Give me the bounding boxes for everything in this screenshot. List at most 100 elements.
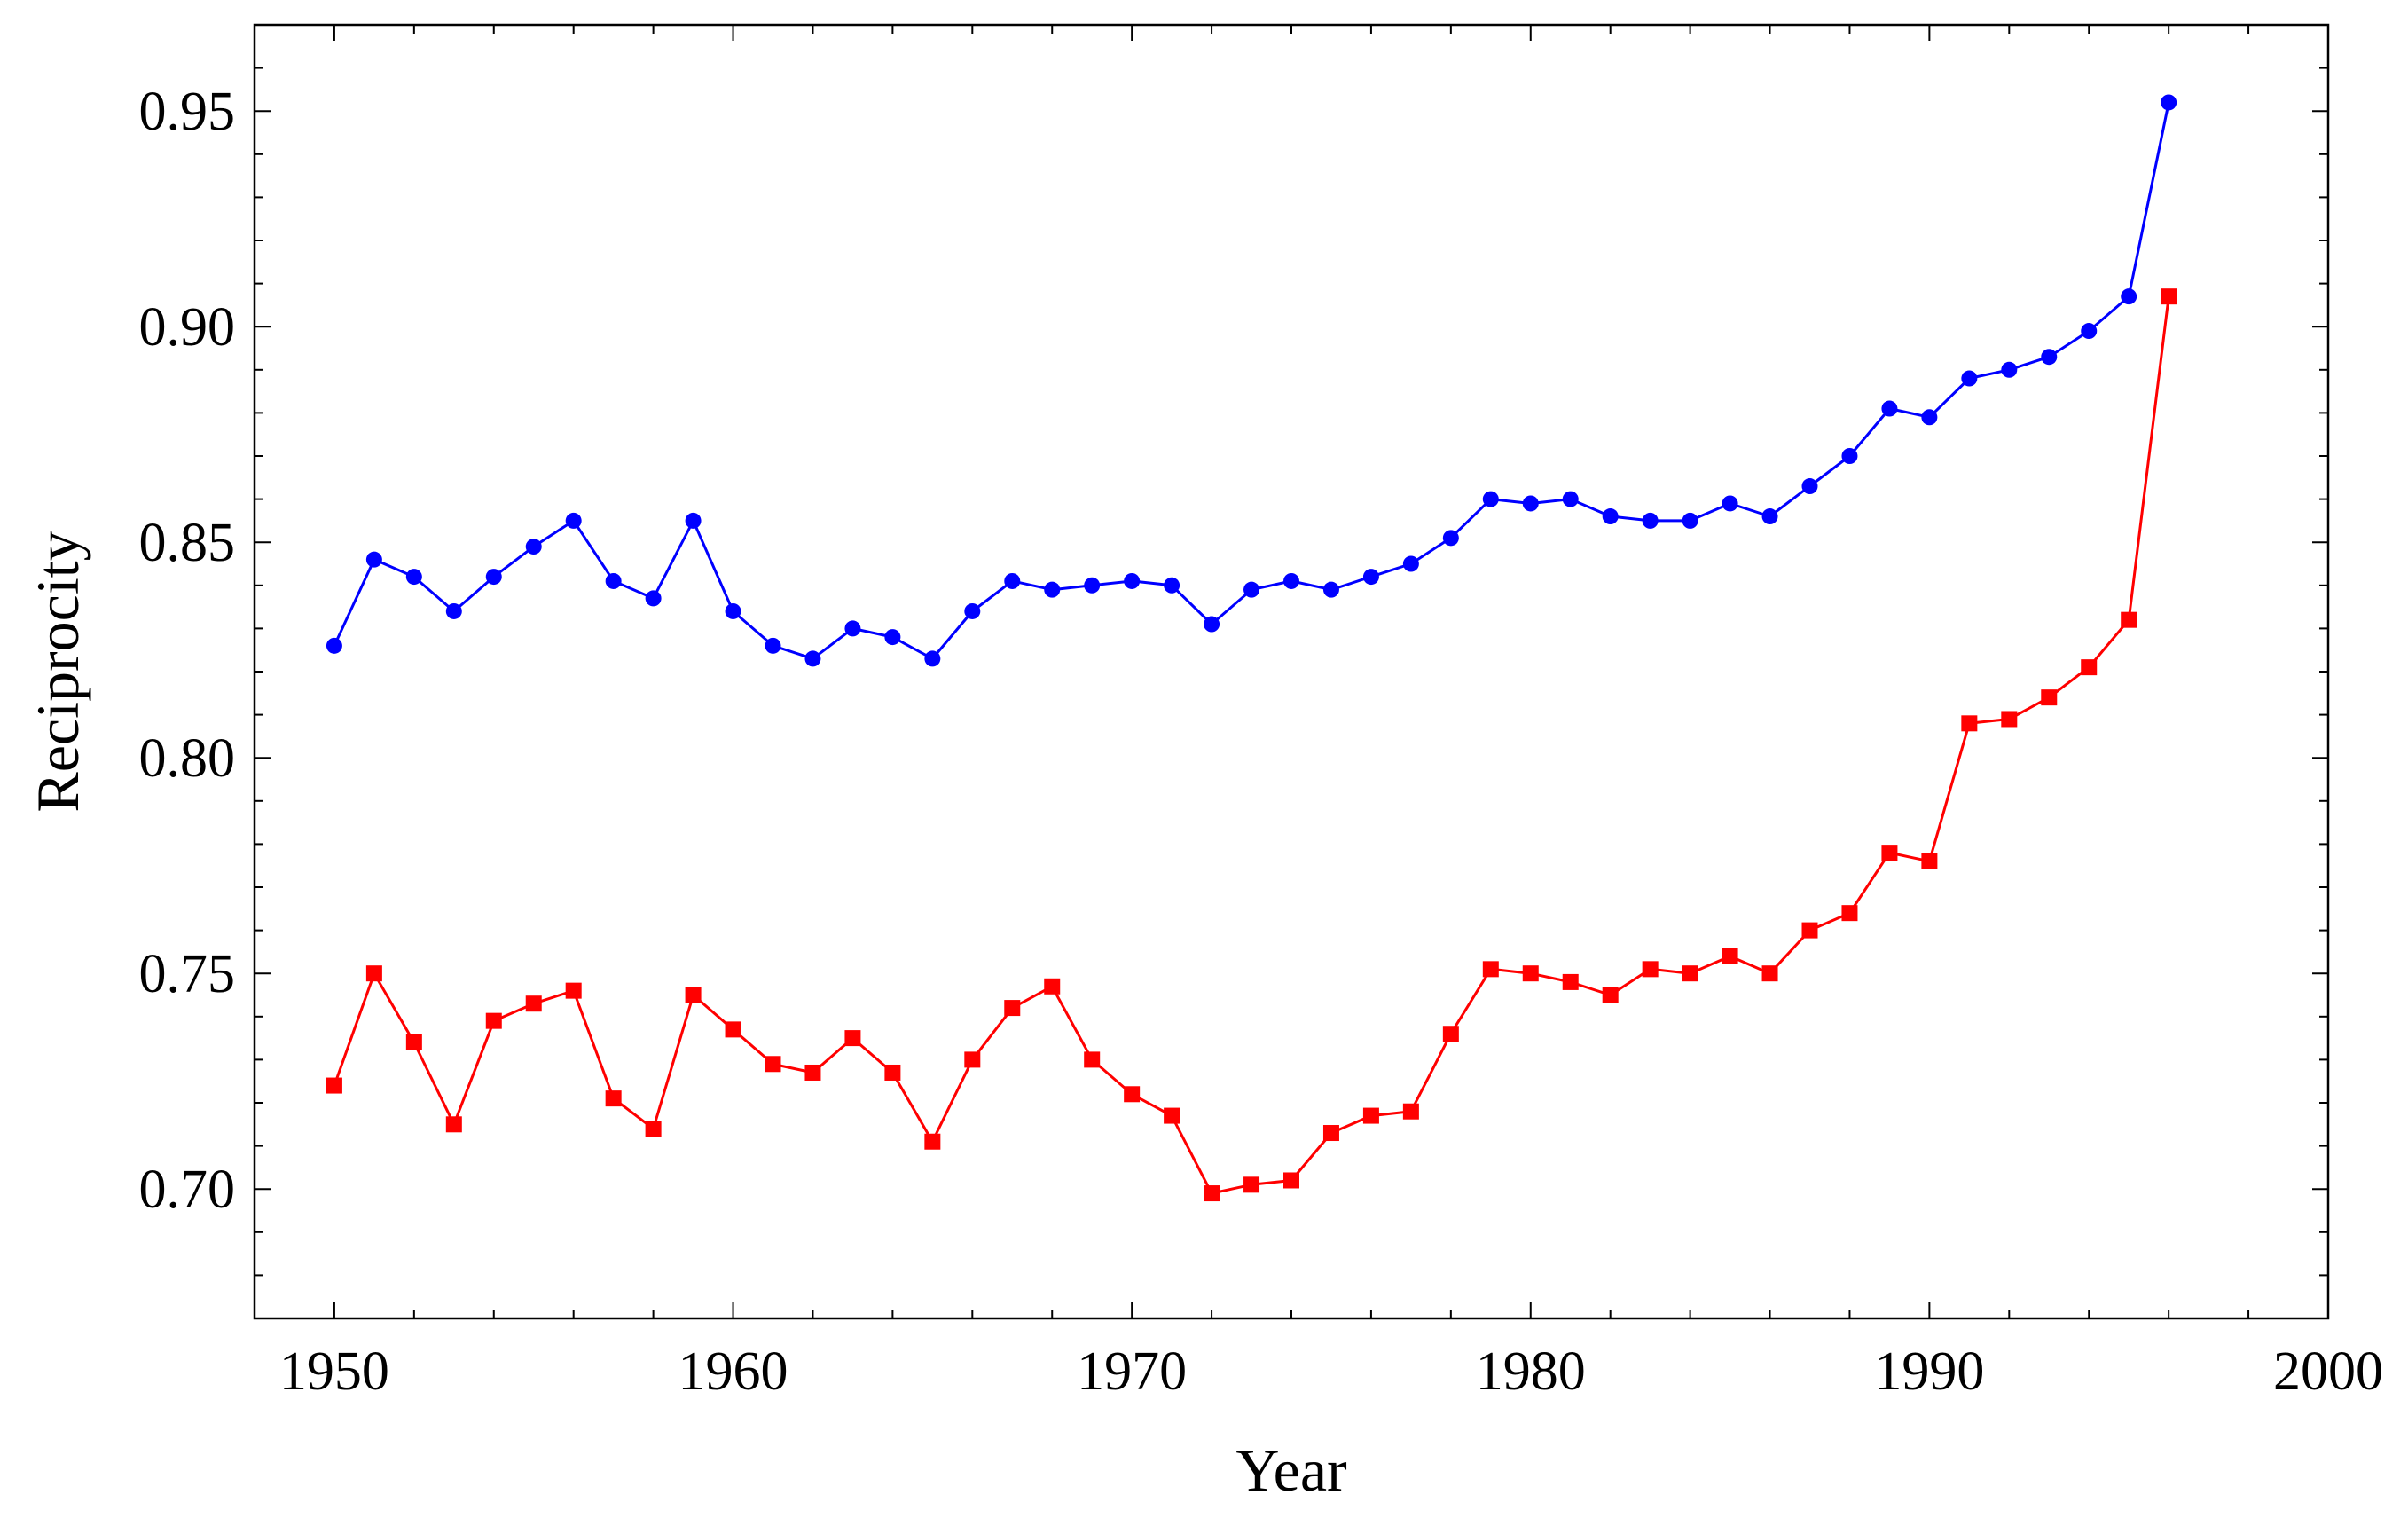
series-1-point [1124,572,1141,589]
y-tick-label: 0.90 [139,297,236,358]
series-2-point [1682,965,1698,982]
series-1-point [1322,581,1339,598]
series-2-point [1881,845,1898,861]
series-1-point [1682,512,1698,529]
series-2-point [565,982,582,999]
series-1-point [765,637,781,654]
series-2-point [1921,853,1938,869]
y-tick-label: 0.85 [139,513,236,573]
series-2-point [1801,922,1818,939]
series-1-point [1921,409,1938,426]
series-1-point [1044,581,1061,598]
series-2-point [1482,961,1499,978]
series-2-point [485,1012,502,1029]
series-2-point [1761,965,1778,982]
series-1-point [1961,370,1978,387]
series-2-point [1124,1086,1141,1103]
series-2-point [844,1030,861,1047]
x-axis-title: Year [1235,1436,1347,1504]
y-axis-title: Reciprocity [24,531,91,812]
series-1-point [1164,577,1180,594]
x-tick-label: 1970 [1077,1341,1187,1402]
series-1-point [1522,495,1539,512]
series-1-point [1761,508,1778,525]
series-1-point [2161,94,2177,111]
series-2-point [1562,973,1579,990]
series-1-point [1642,512,1659,529]
series-2-point [924,1133,941,1150]
x-tick-label: 1960 [678,1341,788,1402]
series-2-point [605,1090,622,1107]
series-2-point [1322,1125,1339,1142]
series-2-point [765,1056,781,1073]
series-2-point [1044,978,1061,995]
series-2-point [2001,711,2018,728]
series-2-point [326,1077,342,1094]
series-2-point [725,1021,741,1038]
series-2-point [1642,961,1659,978]
series-2-point [884,1064,901,1081]
series-2-point [1522,965,1539,982]
series-1-point [2041,349,2058,366]
series-2-point [1004,1000,1021,1017]
y-tick-label: 0.95 [139,82,236,142]
series-1-point [525,539,542,555]
y-axis-tick-labels: 0.70 0.75 0.80 0.85 0.90 0.95 [139,82,236,1220]
series-2-point [685,987,702,1003]
series-1-point [964,602,981,619]
series-2-point [1442,1026,1459,1042]
series-2-point [365,965,382,982]
series-layer [326,94,2177,1202]
series-2-point [1722,948,1738,964]
series-1-point [844,620,861,637]
series-1 [326,94,2177,667]
series-2-point [2121,611,2137,628]
series-1-point [2081,323,2098,340]
series-1-point [1004,572,1021,589]
series-1-point [725,602,741,619]
series-1-point [1362,569,1379,586]
series-1-point [2001,361,2018,378]
series-2-point [804,1064,821,1081]
series-2-point [2081,659,2098,676]
x-tick-label: 2000 [2273,1341,2383,1402]
x-tick-label: 1990 [1874,1341,1984,1402]
series-1-point [445,602,462,619]
y-tick-label: 0.75 [139,944,236,1004]
series-1-point [1881,400,1898,417]
series-1-point [1482,491,1499,507]
series-2-point [1204,1185,1220,1202]
series-1-point [1442,530,1459,547]
series-2-point [1362,1107,1379,1124]
y-tick-label: 0.70 [139,1160,236,1220]
series-2-point [445,1116,462,1133]
series-1-point [804,650,821,667]
series-1-point [1402,555,1419,572]
series-2-point [1243,1176,1260,1193]
series-1-point [1204,616,1220,633]
series-1-point [565,512,582,529]
x-axis-ticks [254,25,2329,1318]
series-2-point [1841,905,1858,922]
y-tick-label: 0.80 [139,728,236,789]
series-1-point [405,569,422,586]
series-1-point [2121,288,2137,305]
series-1-point [485,569,502,586]
series-1-point [884,629,901,646]
series-2-point [1961,715,1978,732]
series-2-point [405,1034,422,1050]
series-1-point [1722,495,1738,512]
series-1-point [1084,577,1101,594]
series-1-point [685,512,702,529]
series-1-point [645,590,662,607]
series-2-point [645,1121,662,1137]
series-1-point [924,650,941,667]
series-2-line [333,296,2170,1195]
series-1-point [1562,491,1579,507]
series-2-point [2041,689,2058,706]
x-tick-label: 1950 [279,1341,389,1402]
series-1-point [1841,448,1858,464]
series-1-point [1602,508,1619,525]
series-2 [326,288,2177,1202]
